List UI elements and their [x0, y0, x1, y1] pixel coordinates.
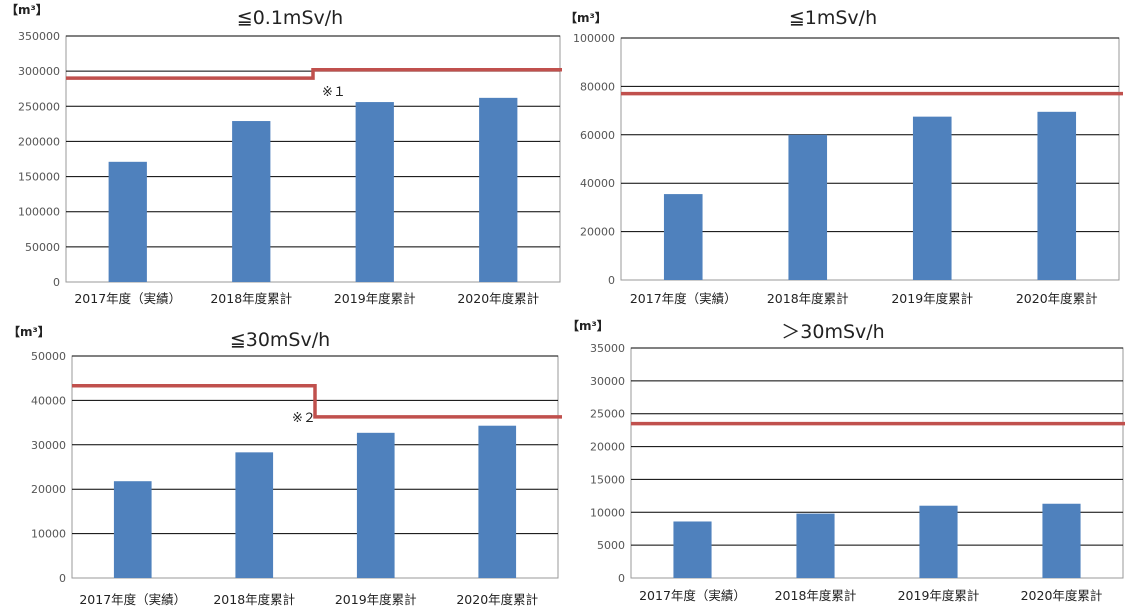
x-category-label: 2017年度（実績）	[79, 592, 186, 607]
bar	[663, 194, 703, 280]
x-category-label: 2017年度（実績）	[639, 588, 746, 603]
y-tick-label: 300000	[18, 65, 60, 78]
y-tick-label: 150000	[18, 171, 60, 184]
bar	[478, 425, 517, 578]
chart-le-0.1msv: 0 50000 100000 150000 200000 250000 300000 3500…	[6, 2, 562, 306]
y-tick-label: 40000	[31, 394, 66, 407]
y-tick-label: 50000	[31, 350, 66, 363]
y-tick-label: 100000	[573, 32, 615, 45]
y-unit-label: 【m³】	[8, 324, 50, 339]
chart-title: ≦0.1mSv/h	[237, 7, 343, 29]
y-tick-label: 10000	[31, 528, 66, 541]
capacity-line	[66, 67, 562, 80]
bar	[788, 134, 828, 280]
bar	[1042, 503, 1081, 578]
x-category-label: 2017年度（実績）	[74, 291, 181, 306]
y-tick-label: 20000	[580, 226, 615, 239]
x-category-label: 2019年度累計	[334, 291, 416, 306]
x-category-label: 2020年度累計	[1021, 588, 1103, 603]
y-tick-label: 60000	[580, 129, 615, 142]
x-category-label: 2018年度累計	[775, 588, 857, 603]
chart-panel-2: 0 20000 40000 60000 80000 100000 2017年度（実績） 201…	[563, 0, 1125, 306]
y-tick-label: 350000	[18, 30, 60, 43]
y-tick-label: 0	[59, 572, 66, 585]
y-tick-label: 0	[53, 276, 60, 289]
chart-title: ≦30mSv/h	[230, 329, 330, 351]
bar	[1037, 111, 1077, 280]
chart-le-1msv: 0 20000 40000 60000 80000 100000 2017年度（実績） 201…	[565, 7, 1123, 306]
x-category-label: 2019年度累計	[898, 588, 980, 603]
x-category-label: 2020年度累計	[456, 592, 538, 607]
chart-title: ≦1mSv/h	[789, 7, 877, 29]
bar	[919, 505, 958, 578]
bar	[479, 97, 518, 282]
x-category-label: 2018年度累計	[767, 291, 849, 306]
bar	[356, 432, 395, 578]
y-unit-label: 【m³】	[565, 10, 607, 25]
bar	[355, 102, 394, 282]
chart-panel-4: 0 5000 10000 15000 20000 25000 30000 35000 2017年…	[563, 306, 1125, 612]
y-tick-label: 0	[618, 572, 625, 585]
chart-le-30msv: 0 10000 20000 30000 40000 50000 2017年度（実績） 2018…	[8, 324, 562, 607]
bar	[673, 521, 712, 578]
chart-panel-3: 0 10000 20000 30000 40000 50000 2017年度（実績） 2018…	[0, 306, 562, 612]
x-category-label: 2020年度累計	[457, 291, 539, 306]
y-tick-label: 0	[608, 274, 615, 287]
bar	[235, 452, 274, 578]
annotation-note: ※１	[322, 85, 346, 100]
y-tick-label: 5000	[597, 539, 625, 552]
capacity-line	[72, 383, 562, 419]
y-tick-label: 30000	[31, 439, 66, 452]
y-tick-label: 40000	[580, 177, 615, 190]
x-category-label: 2019年度累計	[891, 291, 973, 306]
y-tick-label: 80000	[580, 80, 615, 93]
x-category-label: 2019年度累計	[335, 592, 417, 607]
y-tick-label: 10000	[590, 506, 625, 519]
bar	[108, 161, 147, 282]
y-tick-label: 250000	[18, 100, 60, 113]
x-category-label: 2018年度累計	[210, 291, 292, 306]
y-tick-label: 100000	[18, 206, 60, 219]
y-tick-label: 50000	[25, 241, 60, 254]
bar	[113, 481, 152, 578]
annotation-note: ※２	[292, 411, 316, 426]
y-unit-label: 【m³】	[6, 2, 48, 17]
bar	[796, 513, 835, 578]
y-tick-label: 200000	[18, 135, 60, 148]
chart-panel-1: 0 50000 100000 150000 200000 250000 300000 3500…	[0, 0, 562, 306]
chart-gt-30msv: 0 5000 10000 15000 20000 25000 30000 35000 2017年…	[567, 318, 1125, 603]
y-tick-label: 20000	[590, 441, 625, 454]
y-tick-label: 20000	[31, 483, 66, 496]
y-unit-label: 【m³】	[567, 318, 609, 333]
bar	[912, 116, 952, 281]
x-category-label: 2018年度累計	[213, 592, 295, 607]
y-tick-label: 30000	[590, 375, 625, 388]
x-category-label: 2017年度（実績）	[630, 291, 737, 306]
y-tick-label: 25000	[590, 408, 625, 421]
chart-title: ＞30mSv/h	[781, 321, 884, 343]
y-tick-label: 15000	[590, 473, 625, 486]
x-category-label: 2020年度累計	[1016, 291, 1098, 306]
bar	[232, 121, 271, 282]
y-tick-label: 35000	[590, 342, 625, 355]
